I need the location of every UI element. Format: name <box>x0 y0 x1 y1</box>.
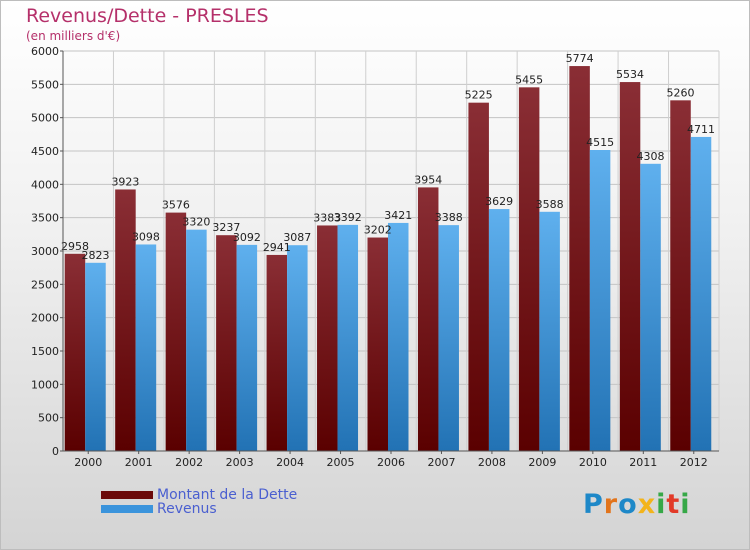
value-label-revenus: 3087 <box>283 231 311 244</box>
legend-label-dette: Montant de la Dette <box>157 487 298 503</box>
bars <box>64 66 712 452</box>
chart-subtitle: (en milliers d'€) <box>26 29 121 43</box>
x-tick-label: 2001 <box>125 456 153 469</box>
legend-swatch-revenus <box>101 505 153 513</box>
value-label-revenus: 2823 <box>81 249 109 262</box>
y-tick-label: 3500 <box>31 212 59 225</box>
value-label-dette: 3202 <box>364 224 392 237</box>
y-tick-label: 4000 <box>31 178 59 191</box>
axes: 0 500 1000 1500 2000 2500 3000 3500 4000 4500 5000… <box>31 45 719 469</box>
y-tick-label: 2500 <box>31 278 59 291</box>
chart-title: Revenus/Dette - PRESLES <box>26 5 269 27</box>
y-tick-label: 2000 <box>31 312 59 325</box>
bar-revenus <box>337 224 359 451</box>
value-label-revenus: 4308 <box>637 150 665 163</box>
bar-revenus <box>640 163 661 452</box>
bar-dette <box>317 225 338 451</box>
value-label-revenus: 3629 <box>485 195 513 208</box>
y-tick-label: 5500 <box>31 78 59 91</box>
bar-dette <box>619 82 641 452</box>
bar-dette <box>417 187 439 451</box>
y-tick-label: 3000 <box>31 245 59 258</box>
y-tick-label: 4500 <box>31 145 59 158</box>
bar-revenus <box>287 245 308 451</box>
value-label-revenus: 3388 <box>435 211 463 224</box>
y-tick-label: 5000 <box>31 112 59 125</box>
x-tick-label: 2007 <box>427 456 455 469</box>
x-tick-label: 2005 <box>327 456 355 469</box>
value-label-dette: 3383 <box>313 211 341 224</box>
legend-item-dette: Montant de la Dette <box>101 487 297 503</box>
bar-dette <box>165 212 187 451</box>
x-tick-label: 2008 <box>478 456 506 469</box>
value-label-dette: 2941 <box>263 241 291 254</box>
x-tick-label: 2002 <box>175 456 203 469</box>
y-tick-label: 500 <box>38 412 59 425</box>
bar-revenus <box>236 244 258 451</box>
bar-revenus <box>388 222 409 451</box>
x-tick-label: 2009 <box>528 456 556 469</box>
logo-letter: t <box>666 489 681 520</box>
logo-letter: i <box>656 489 667 520</box>
y-tick-label: 1000 <box>31 378 59 391</box>
logo-letter: i <box>680 489 691 520</box>
y-tick-label: 6000 <box>31 45 59 58</box>
legend-item-revenus: Revenus <box>101 501 217 517</box>
bar-dette <box>216 235 237 451</box>
legend-swatch-dette <box>101 491 153 499</box>
x-tick-label: 2000 <box>74 456 102 469</box>
x-tick-label: 2012 <box>680 456 708 469</box>
bar-revenus <box>589 150 611 451</box>
value-label-dette: 5774 <box>566 52 594 65</box>
y-tick-label: 1500 <box>31 345 59 358</box>
x-tick-label: 2010 <box>579 456 607 469</box>
logo-letter: P <box>583 489 604 520</box>
y-tick-label: 0 <box>52 445 59 458</box>
bar-revenus <box>690 136 712 451</box>
legend-label-revenus: Revenus <box>157 501 217 517</box>
bar-revenus <box>85 262 106 451</box>
bar-dette <box>518 87 540 451</box>
bar-dette <box>64 253 86 451</box>
bar-dette <box>266 254 288 451</box>
value-label-dette: 3923 <box>111 175 139 188</box>
logo-letter: o <box>618 489 638 520</box>
bar-dette <box>569 66 590 452</box>
bar-revenus <box>539 211 560 451</box>
x-tick-label: 2011 <box>629 456 657 469</box>
value-label-revenus: 4711 <box>687 123 715 136</box>
value-label-revenus: 4515 <box>586 136 614 149</box>
logo-letter: r <box>603 489 619 520</box>
value-label-revenus: 3098 <box>132 230 160 243</box>
proxiti-logo: Proxiti <box>583 489 691 520</box>
x-tick-label: 2006 <box>377 456 405 469</box>
bar-dette <box>115 189 136 451</box>
value-label-dette: 3954 <box>414 173 442 186</box>
value-label-revenus: 3588 <box>536 198 564 211</box>
bar-dette <box>468 102 489 452</box>
bar-dette <box>367 237 388 451</box>
value-label-dette: 3237 <box>212 221 240 234</box>
value-label-dette: 5455 <box>515 73 543 86</box>
x-tick-label: 2003 <box>226 456 254 469</box>
x-tick-label: 2004 <box>276 456 304 469</box>
bar-revenus <box>438 225 459 451</box>
value-label-dette: 5225 <box>465 89 493 102</box>
value-label-dette: 3576 <box>162 199 190 212</box>
value-label-dette: 5534 <box>616 68 644 81</box>
value-label-revenus: 3392 <box>334 211 362 224</box>
value-label-revenus: 3421 <box>384 209 412 222</box>
value-label-dette: 2958 <box>61 240 89 253</box>
value-label-revenus: 3092 <box>233 231 261 244</box>
logo-letter: x <box>637 489 657 520</box>
value-label-dette: 5260 <box>667 86 695 99</box>
bar-revenus <box>186 229 207 451</box>
bar-revenus <box>135 244 157 451</box>
value-label-revenus: 3320 <box>182 216 210 229</box>
bar-revenus <box>488 209 510 451</box>
bar-dette <box>670 100 691 451</box>
